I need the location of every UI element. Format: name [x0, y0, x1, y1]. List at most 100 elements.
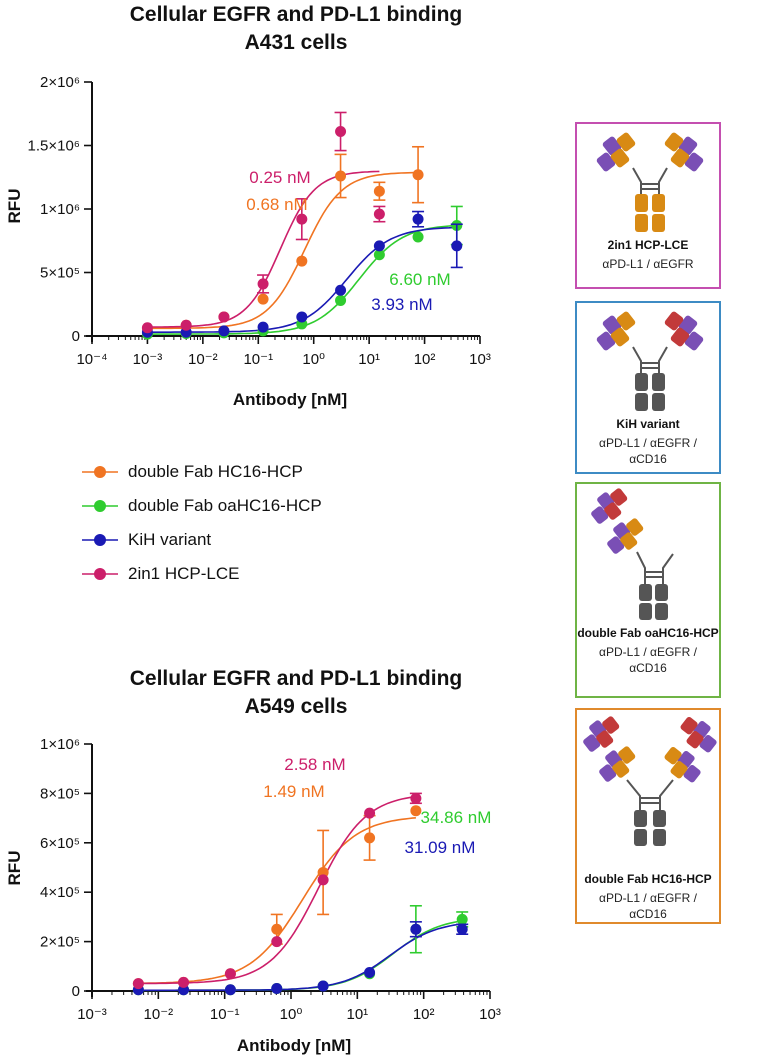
ec50-label: 1.49 nM: [263, 782, 324, 801]
data-point: [451, 240, 463, 252]
legend-label: KiH variant: [128, 530, 212, 549]
legend-swatch-hc16: [82, 466, 118, 478]
panel-title: double Fab oaHC16-HCP: [577, 626, 719, 640]
data-point: [271, 936, 283, 948]
data-point: [178, 976, 190, 988]
x-tick-label: 10⁻²: [144, 1006, 174, 1023]
ec50-label: 6.60 nM: [389, 270, 450, 289]
y-tick-label: 5×10⁵: [40, 265, 80, 282]
data-point: [410, 805, 422, 817]
antibody-kih-icon: [596, 311, 704, 411]
panel-targets: αPD-L1 / αEGFR: [583, 256, 713, 272]
data-point: [296, 213, 308, 225]
x-tick-label: 10⁻³: [133, 351, 163, 368]
data-point: [410, 792, 422, 804]
chart-subtitle: A431 cells: [245, 31, 348, 54]
x-tick-label: 10⁰: [280, 1006, 303, 1023]
panel-target-line: αPD-L1 / αEGFR /: [599, 436, 697, 450]
panel-2in1-hcp-lce: 2in1 HCP-LCE αPD-L1 / αEGFR: [575, 122, 721, 289]
data-point: [141, 322, 153, 334]
y-tick-label: 2×10⁵: [40, 934, 80, 951]
legend-swatch-oahc16: [82, 500, 118, 512]
ec50-label: 34.86 nM: [421, 808, 492, 827]
data-point: [296, 255, 308, 267]
x-tick-label: 10³: [479, 1006, 501, 1023]
data-point: [317, 874, 329, 886]
legend-item-oahc16: double Fab oaHC16-HCP: [80, 489, 400, 523]
panel-targets: αPD-L1 / αEGFR / αCD16: [583, 435, 713, 467]
x-tick-label: 10⁰: [302, 351, 325, 368]
data-point: [257, 278, 269, 290]
data-point: [317, 980, 329, 992]
data-point: [410, 923, 422, 935]
ec50-label: 31.09 nM: [405, 838, 476, 857]
ec50-label: 0.68 nM: [246, 195, 307, 214]
panel-targets: αPD-L1 / αEGFR / αCD16: [583, 890, 713, 922]
data-point: [364, 966, 376, 978]
x-axis-title: Antibody [nM]: [233, 390, 347, 409]
x-tick-label: 10⁻⁴: [76, 351, 107, 368]
antibody-oahc16-icon: [591, 488, 674, 620]
y-axis-title: RFU: [5, 189, 24, 224]
y-tick-label: 1.5×10⁶: [28, 138, 80, 155]
chart-title: Cellular EGFR and PD-L1 binding: [130, 667, 463, 690]
legend-label: double Fab HC16-HCP: [128, 462, 303, 481]
data-point: [373, 240, 385, 252]
y-tick-label: 6×10⁵: [40, 835, 80, 852]
data-point: [364, 832, 376, 844]
x-tick-label: 10⁻¹: [243, 351, 273, 368]
legend: double Fab HC16-HCP double Fab oaHC16-HC…: [80, 455, 400, 591]
data-point: [412, 231, 424, 243]
legend-item-2in1: 2in1 HCP-LCE: [80, 557, 400, 591]
x-tick-label: 10¹: [346, 1006, 368, 1023]
data-point: [373, 208, 385, 220]
data-point: [335, 170, 347, 182]
panel-kih-variant: KiH variant αPD-L1 / αEGFR / αCD16: [575, 301, 721, 474]
legend-item-kih: KiH variant: [80, 523, 400, 557]
data-point: [412, 213, 424, 225]
panel-target-line: αCD16: [629, 661, 667, 675]
data-point: [373, 249, 385, 261]
y-tick-label: 0: [72, 983, 80, 1000]
x-tick-label: 10³: [469, 351, 491, 368]
panel-target-line: αPD-L1 / αEGFR /: [599, 891, 697, 905]
chart-subtitle: A549 cells: [245, 695, 348, 718]
panel-title: 2in1 HCP-LCE: [607, 238, 689, 252]
y-tick-label: 1×10⁶: [40, 736, 80, 753]
chart-title: Cellular EGFR and PD-L1 binding: [130, 3, 463, 26]
fit-curve: [147, 171, 419, 330]
data-point: [271, 983, 283, 995]
ec50-label: 3.93 nM: [371, 295, 432, 314]
data-point: [218, 325, 230, 337]
data-point: [364, 807, 376, 819]
ec50-label: 0.25 nM: [249, 168, 310, 187]
data-point: [132, 978, 144, 990]
x-tick-label: 10⁻²: [188, 351, 218, 368]
panel-double-fab-hc16: double Fab HC16-HCP αPD-L1 / αEGFR / αCD…: [575, 708, 721, 924]
data-point: [271, 923, 283, 935]
x-tick-label: 10²: [413, 1006, 435, 1023]
panel-title: KiH variant: [616, 417, 680, 431]
fit-curve: [138, 817, 416, 985]
x-tick-label: 10⁻¹: [210, 1006, 240, 1023]
data-point: [456, 913, 468, 925]
data-point: [224, 984, 236, 996]
data-point: [180, 319, 192, 331]
legend-label: 2in1 HCP-LCE: [128, 564, 240, 583]
x-axis-title: Antibody [nM]: [237, 1036, 351, 1055]
panel-target-line: αPD-L1 / αEGFR: [602, 257, 694, 271]
panel-target-line: αCD16: [629, 452, 667, 466]
chart-a549: Cellular EGFR and PD-L1 binding A549 cel…: [5, 667, 501, 1055]
y-tick-label: 1×10⁶: [40, 201, 80, 218]
ec50-label: 2.58 nM: [284, 755, 345, 774]
legend-swatch-kih: [82, 534, 118, 546]
data-point: [335, 126, 347, 138]
y-tick-label: 8×10⁵: [40, 785, 80, 802]
chart-a431: Cellular EGFR and PD-L1 binding A431 cel…: [5, 3, 491, 409]
panel-title: double Fab HC16-HCP: [584, 872, 712, 886]
fit-curve: [138, 795, 417, 985]
panel-targets: αPD-L1 / αEGFR / αCD16: [583, 644, 713, 676]
antibody-hc16-icon: [583, 716, 717, 846]
data-point: [257, 321, 269, 333]
data-point: [224, 968, 236, 980]
